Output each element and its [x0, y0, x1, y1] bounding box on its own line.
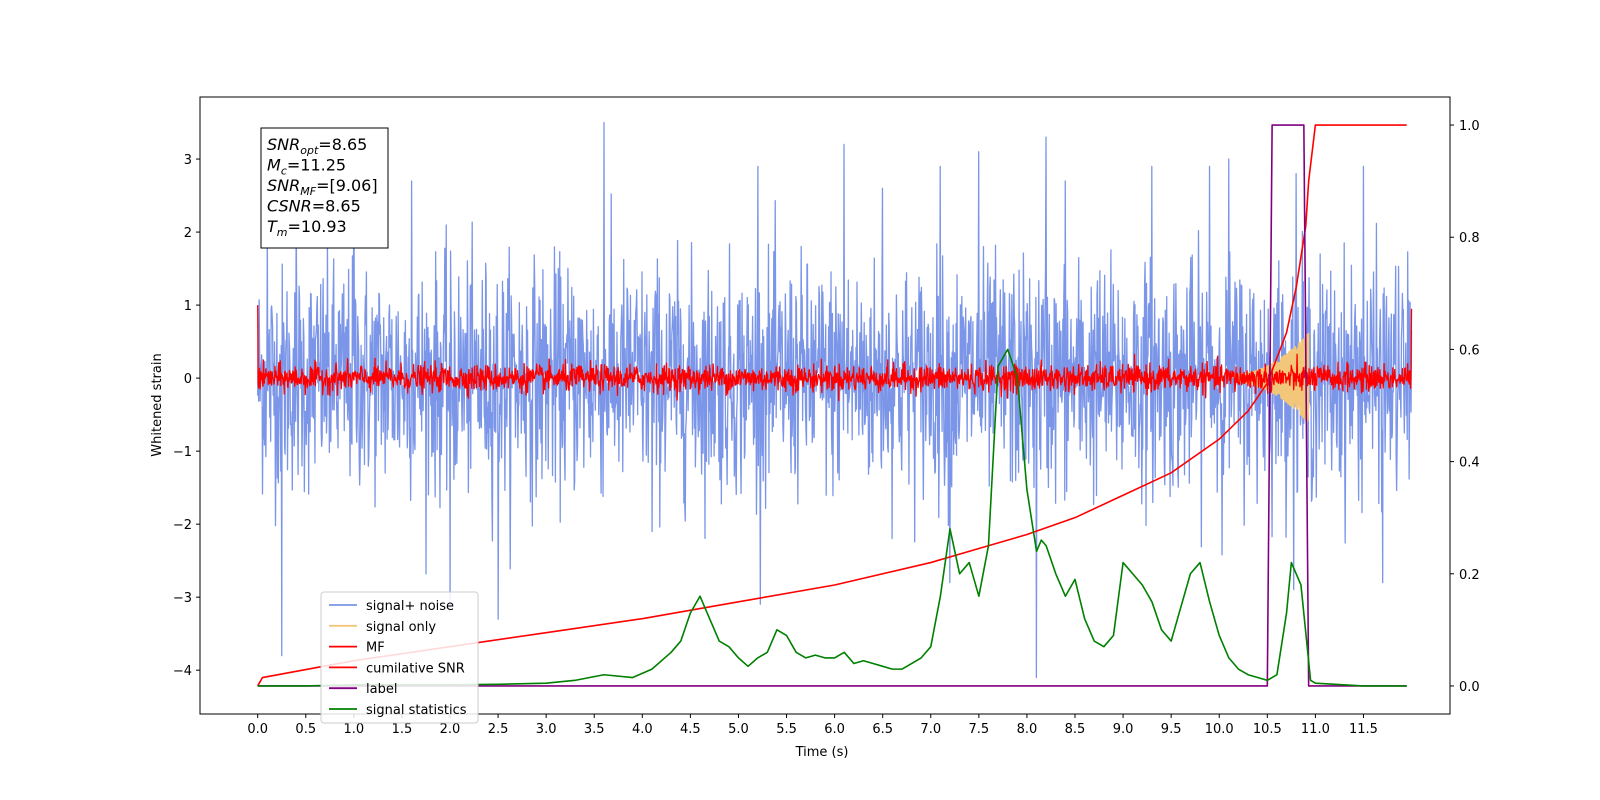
legend: signal+ noise signal only MF cumilative SNR…	[320, 591, 479, 724]
x-axis: 0.0 0.5 1.0 1.5 2.0 2.5 3.0 3.5 4.0 4.5 5.0 5.5 6.0 6…	[247, 714, 1378, 737]
y-left-tick-label: −4	[173, 664, 192, 679]
y-left-tick-label: 1	[184, 299, 192, 314]
x-tick-label: 11.5	[1349, 722, 1378, 737]
x-tick-label: 0.0	[247, 722, 268, 737]
y-left-tick-label: −3	[173, 591, 192, 606]
annotation-line: SNRopt=8.65	[267, 135, 367, 157]
series-line-2	[257, 305, 1413, 402]
x-tick-label: 4.5	[680, 722, 701, 737]
y-axis-right: 1.0 0.8 0.6 0.4 0.2 0.0	[1450, 119, 1480, 695]
x-tick-label: 7.0	[920, 722, 941, 737]
x-tick-label: 9.5	[1161, 722, 1182, 737]
y-right-tick-label: 1.0	[1459, 119, 1480, 134]
y-axis-left-label: Whitened strain	[150, 353, 165, 456]
y-left-tick-label: −2	[173, 518, 192, 533]
y-right-tick-label: 0.8	[1459, 231, 1480, 246]
series-line-3	[256, 124, 1407, 687]
y-left-tick-label: −1	[173, 445, 192, 460]
x-tick-label: 1.0	[344, 722, 365, 737]
series-line-4	[257, 124, 1407, 687]
y-right-tick-label: 0.6	[1459, 343, 1480, 358]
y-axis-left: 3 2 1 0 −1 −2 −3 −4	[173, 153, 200, 679]
x-tick-label: 10.5	[1253, 722, 1282, 737]
annotation-line: CSNR=8.65	[267, 197, 361, 216]
x-tick-label: 2.5	[488, 722, 509, 737]
annotation-box: SNRopt=8.65Mc=11.25SNRMF=[9.06]CSNR=8.65…	[260, 127, 389, 249]
annotation-line: Mc=11.25	[267, 156, 346, 178]
series-line-5	[257, 348, 1407, 687]
x-tick-label: 2.0	[440, 722, 461, 737]
x-tick-label: 9.0	[1113, 722, 1134, 737]
annotation-line: SNRMF=[9.06]	[267, 176, 378, 198]
x-tick-label: 4.0	[632, 722, 653, 737]
annotation-frame	[260, 127, 389, 249]
legend-entry-label: signal only	[366, 620, 436, 635]
y-right-tick-label: 0.2	[1459, 568, 1480, 583]
x-tick-label: 7.5	[969, 722, 990, 737]
x-tick-label: 10.0	[1205, 722, 1234, 737]
y-right-tick-label: 0.4	[1459, 456, 1480, 471]
x-tick-label: 3.5	[584, 722, 605, 737]
x-tick-label: 11.0	[1301, 722, 1330, 737]
legend-entry-label: cumilative SNR	[366, 661, 465, 676]
x-tick-label: 5.5	[776, 722, 797, 737]
x-tick-label: 6.5	[872, 722, 893, 737]
y-left-tick-label: 0	[184, 372, 192, 387]
legend-entry-label: label	[366, 682, 397, 697]
legend-entry-label: MF	[366, 641, 385, 656]
legend-entry-label: signal statistics	[366, 703, 467, 718]
plot-area	[256, 121, 1413, 687]
axes-frame	[199, 96, 1451, 715]
x-tick-label: 6.0	[824, 722, 845, 737]
series-line-1	[1232, 332, 1310, 423]
annotation-line: Tm=10.93	[267, 217, 347, 239]
y-left-tick-label: 2	[184, 226, 192, 241]
x-tick-label: 8.5	[1065, 722, 1086, 737]
x-tick-label: 0.5	[295, 722, 316, 737]
x-axis-label: Time (s)	[795, 745, 849, 760]
x-tick-label: 8.0	[1017, 722, 1038, 737]
y-left-tick-label: 3	[184, 153, 192, 168]
legend-entry-label: signal+ noise	[366, 599, 454, 614]
x-tick-label: 3.0	[536, 722, 557, 737]
x-tick-label: 1.5	[392, 722, 413, 737]
x-tick-label: 5.0	[728, 722, 749, 737]
legend-frame	[320, 591, 479, 724]
y-right-tick-label: 0.0	[1459, 680, 1480, 695]
